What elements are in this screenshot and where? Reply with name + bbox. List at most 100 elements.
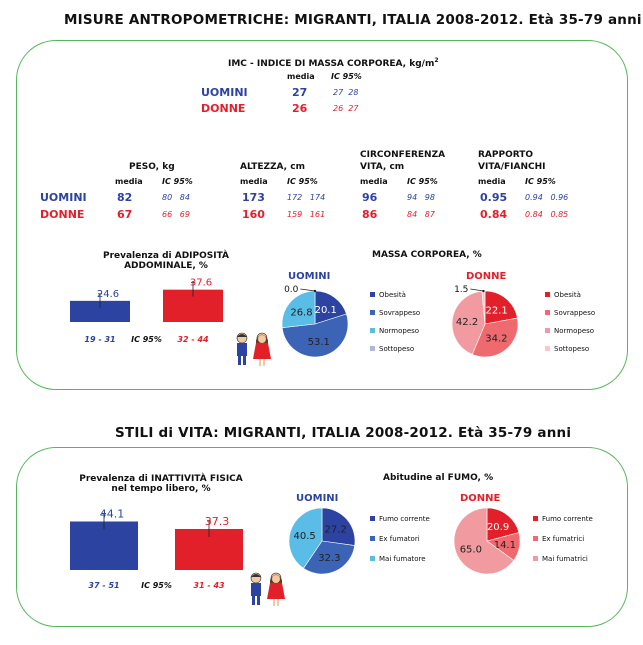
pie-value-label: 42.2 xyxy=(456,317,478,328)
smoking-title: Abitudine al FUMO, % xyxy=(383,473,494,483)
pie-slice-fumo-corrente xyxy=(321,507,356,546)
bar-uomini xyxy=(70,300,130,322)
measure-title: VITA/FIANCHI xyxy=(478,162,546,172)
imc-women-value: 26 xyxy=(292,102,308,115)
title-lifestyle: STILI di VITA: MIGRANTI, ITALIA 2008-201… xyxy=(115,425,572,441)
legend-label: Fumo corrente xyxy=(379,515,430,523)
legend-swatch xyxy=(370,516,375,521)
measure-media-header: media xyxy=(360,177,388,186)
pie-value-label: 22.1 xyxy=(485,306,507,317)
imc-women-ci: 26 27 xyxy=(333,104,359,113)
pie-value-label: 0.0 xyxy=(284,285,299,295)
smoking-women-pie: 20.9 14.1 65.0 xyxy=(453,507,521,575)
pie-value-label: 1.5 xyxy=(454,285,468,295)
pie-value-label: 27.2 xyxy=(325,525,347,536)
pie-value-label: 34.2 xyxy=(485,334,507,345)
pie-slice-sovrappeso xyxy=(281,313,349,358)
smoking-women-legend: Fumo corrente Ex fumatrici Mai fumatrici xyxy=(533,515,593,563)
legend-swatch xyxy=(533,516,538,521)
measure-title: CIRCONFERENZA xyxy=(360,150,446,160)
pie-slice-mai-fumatore xyxy=(288,507,323,569)
bar-value-label: 37.6 xyxy=(190,278,212,289)
legend-label: Ex fumatori xyxy=(379,535,420,543)
measure-ci-header: IC 95% xyxy=(407,177,438,186)
measure-women-ci: 84 87 xyxy=(407,210,435,219)
pie-slice-obesità xyxy=(484,290,518,325)
legend-swatch xyxy=(370,556,375,561)
legend-label: Normopeso xyxy=(379,327,419,335)
measure-title: ALTEZZA, cm xyxy=(240,162,305,172)
measure-women-ci: 159 161 xyxy=(287,210,326,219)
legend-label: Sovrappeso xyxy=(554,309,595,317)
legend-swatch xyxy=(533,556,538,561)
ci-label: IC 95% xyxy=(141,581,172,590)
smoking-women-label: DONNE xyxy=(460,493,501,504)
bar-value-label: 44.1 xyxy=(100,507,125,520)
measure-ci-header: IC 95% xyxy=(162,177,193,186)
legend-swatch xyxy=(370,328,375,333)
pie-value-label: 20.9 xyxy=(487,522,509,533)
legend-label: Mai fumatore xyxy=(379,555,426,563)
legend-swatch xyxy=(545,292,550,297)
imc-men-value: 27 xyxy=(292,86,308,99)
legend-label: Mai fumatrici xyxy=(542,555,588,563)
measure-media-header: media xyxy=(115,177,143,186)
bar-value-label: 24.6 xyxy=(97,289,119,300)
measure-women-ci: 0.84 0.85 xyxy=(525,210,569,219)
measure-women-ci: 66 69 xyxy=(162,210,190,219)
measure-men-ci: 172 174 xyxy=(287,193,326,202)
adiposity-bar-chart: 24.6 19 - 31 37.6 32 - 44 IC 95% xyxy=(70,278,223,344)
legend-label: Sottopeso xyxy=(379,345,414,353)
pie-value-label: 40.5 xyxy=(294,531,316,542)
smoking-men-legend: Fumo corrente Ex fumatori Mai fumatore xyxy=(370,515,430,563)
mass-men-legend: Obesità Sovrappeso Normopeso Sottopeso xyxy=(370,291,420,353)
legend-swatch xyxy=(545,328,550,333)
legend-label: Fumo corrente xyxy=(542,515,593,523)
pie-value-label: 20.1 xyxy=(315,305,337,316)
pie-value-label: 53.1 xyxy=(308,337,330,348)
legend-label: Ex fumatrici xyxy=(542,535,584,543)
legend-label: Obesità xyxy=(379,291,406,299)
imc-men-label: UOMINI xyxy=(201,86,248,99)
pie-slice-ex-fumatori xyxy=(303,540,356,575)
measure-men-ci: 80 84 xyxy=(162,193,190,202)
pie-slice-fumo-corrente xyxy=(486,507,520,542)
callout-line xyxy=(470,288,484,292)
bar-ci-label: 37 - 51 xyxy=(88,581,119,590)
measure-ci-header: IC 95% xyxy=(287,177,318,186)
measure-men-ci: 0.94 0.96 xyxy=(525,193,569,202)
mass-women-legend: Obesità Sovrappeso Normopeso Sottopeso xyxy=(545,291,595,353)
legend-swatch xyxy=(370,310,375,315)
pie-slice-mai-fumatrici xyxy=(453,507,515,575)
measure-media-header: media xyxy=(478,177,506,186)
imc-media-header: media xyxy=(287,72,315,81)
imc-women-label: DONNE xyxy=(201,102,246,115)
mass-women-pie: 22.1 34.2 42.2 1.5 xyxy=(451,285,519,358)
measure-women-value: 0.84 xyxy=(480,208,508,221)
measure-women-value: 67 xyxy=(117,208,133,221)
inactivity-title: Prevalenza di INATTIVITÀ FISICA nel tempo… xyxy=(79,474,243,494)
man-icon xyxy=(236,332,248,365)
pie-value-label: 65.0 xyxy=(460,545,482,556)
legend-swatch xyxy=(545,346,550,351)
legend-label: Sottopeso xyxy=(554,345,589,353)
measure-men-ci: 94 98 xyxy=(407,193,435,202)
inactivity-bar-chart: 44.1 37 - 51 37.3 31 - 43 IC 95% xyxy=(70,507,243,590)
pie-slice-normopeso xyxy=(451,290,486,355)
measure-women-value: 86 xyxy=(362,208,378,221)
ci-label: IC 95% xyxy=(131,335,162,344)
mass-title: MASSA CORPOREA, % xyxy=(372,250,482,260)
bar-ci-label: 32 - 44 xyxy=(177,335,209,344)
bar-uomini xyxy=(70,521,138,570)
imc-men-ci: 27 28 xyxy=(333,88,359,97)
measure-men-value: 0.95 xyxy=(480,191,508,204)
legend-swatch xyxy=(545,310,550,315)
title-anthropometric: MISURE ANTROPOMETRICHE: MIGRANTI, ITALIA… xyxy=(64,12,642,28)
measures-women-label: DONNE xyxy=(40,208,85,221)
legend-swatch xyxy=(370,292,375,297)
imc-title: IMC - INDICE DI MASSA CORPOREA, kg/m2 xyxy=(228,57,439,69)
mass-men-pie: 20.1 53.1 26.8 0.0 xyxy=(281,285,349,358)
pie-value-label: 14.1 xyxy=(494,540,516,551)
pie-value-label: 32.3 xyxy=(318,553,340,564)
legend-swatch xyxy=(533,536,538,541)
